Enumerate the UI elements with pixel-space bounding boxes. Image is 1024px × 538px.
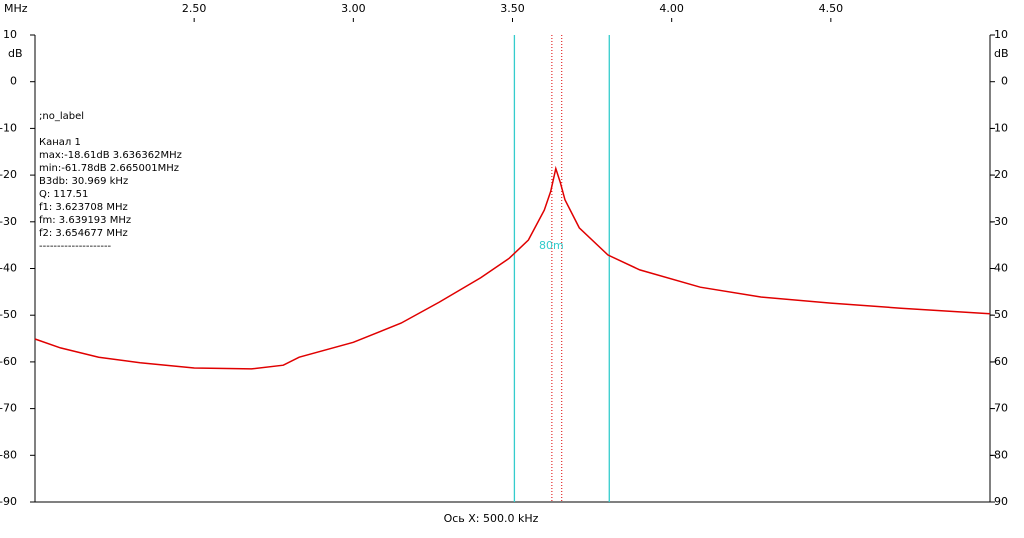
- info-line: Q: 117.51: [39, 189, 88, 200]
- x-tick-label: 4.50: [819, 2, 844, 15]
- info-line: B3db: 30.969 kHz: [39, 176, 128, 187]
- y-tick-label: -10: [0, 121, 17, 134]
- y-tick-label: -60: [0, 355, 17, 368]
- info-line: Канал 1: [39, 137, 81, 148]
- x-tick-label: 3.00: [341, 2, 366, 15]
- y-tick-label-right: -60: [990, 355, 1008, 368]
- y-tick-label-right: -40: [990, 262, 1008, 275]
- y-tick-label-right: -20: [990, 168, 1008, 181]
- y-unit-right: dB: [994, 47, 1009, 60]
- info-line: f2: 3.654677 MHz: [39, 228, 128, 239]
- y-tick-label-right: -10: [990, 121, 1008, 134]
- y-tick-label: -20: [0, 168, 17, 181]
- y-tick-label: -90: [0, 495, 17, 508]
- series-line: [34, 165, 991, 370]
- y-tick-label-right: 0: [1001, 75, 1008, 88]
- y-tick-label: 10: [3, 28, 17, 41]
- y-unit-left: dB: [8, 47, 23, 60]
- info-line: min:-61.78dB 2.665001MHz: [39, 163, 179, 174]
- y-tick-label-right: -30: [990, 215, 1008, 228]
- info-line: --------------------: [39, 241, 112, 252]
- info-line: f1: 3.623708 MHz: [39, 202, 128, 213]
- x-tick-label: 4.00: [659, 2, 684, 15]
- y-tick-label-right: 10: [994, 28, 1008, 41]
- x-unit: MHz: [4, 2, 28, 15]
- x-tick-label: 2.50: [182, 2, 207, 15]
- info-line: fm: 3.639193 MHz: [39, 215, 131, 226]
- y-tick-label-right: -80: [990, 448, 1008, 461]
- y-tick-label: -50: [0, 308, 17, 321]
- y-tick-label: 0: [10, 75, 17, 88]
- info-line: ;no_label: [39, 111, 84, 122]
- y-tick-label: -30: [0, 215, 17, 228]
- y-tick-label-right: -50: [990, 308, 1008, 321]
- annotation: 80m: [539, 239, 564, 252]
- y-tick-label: -80: [0, 448, 17, 461]
- info-line: max:-18.61dB 3.636362MHz: [39, 150, 182, 161]
- y-tick-label: -40: [0, 262, 17, 275]
- x-axis-label: Ось X: 500.0 kHz: [444, 512, 539, 525]
- y-tick-label-right: -70: [990, 402, 1008, 415]
- x-tick-label: 3.50: [500, 2, 525, 15]
- y-tick-label-right: -90: [990, 495, 1008, 508]
- y-tick-label: -70: [0, 402, 17, 415]
